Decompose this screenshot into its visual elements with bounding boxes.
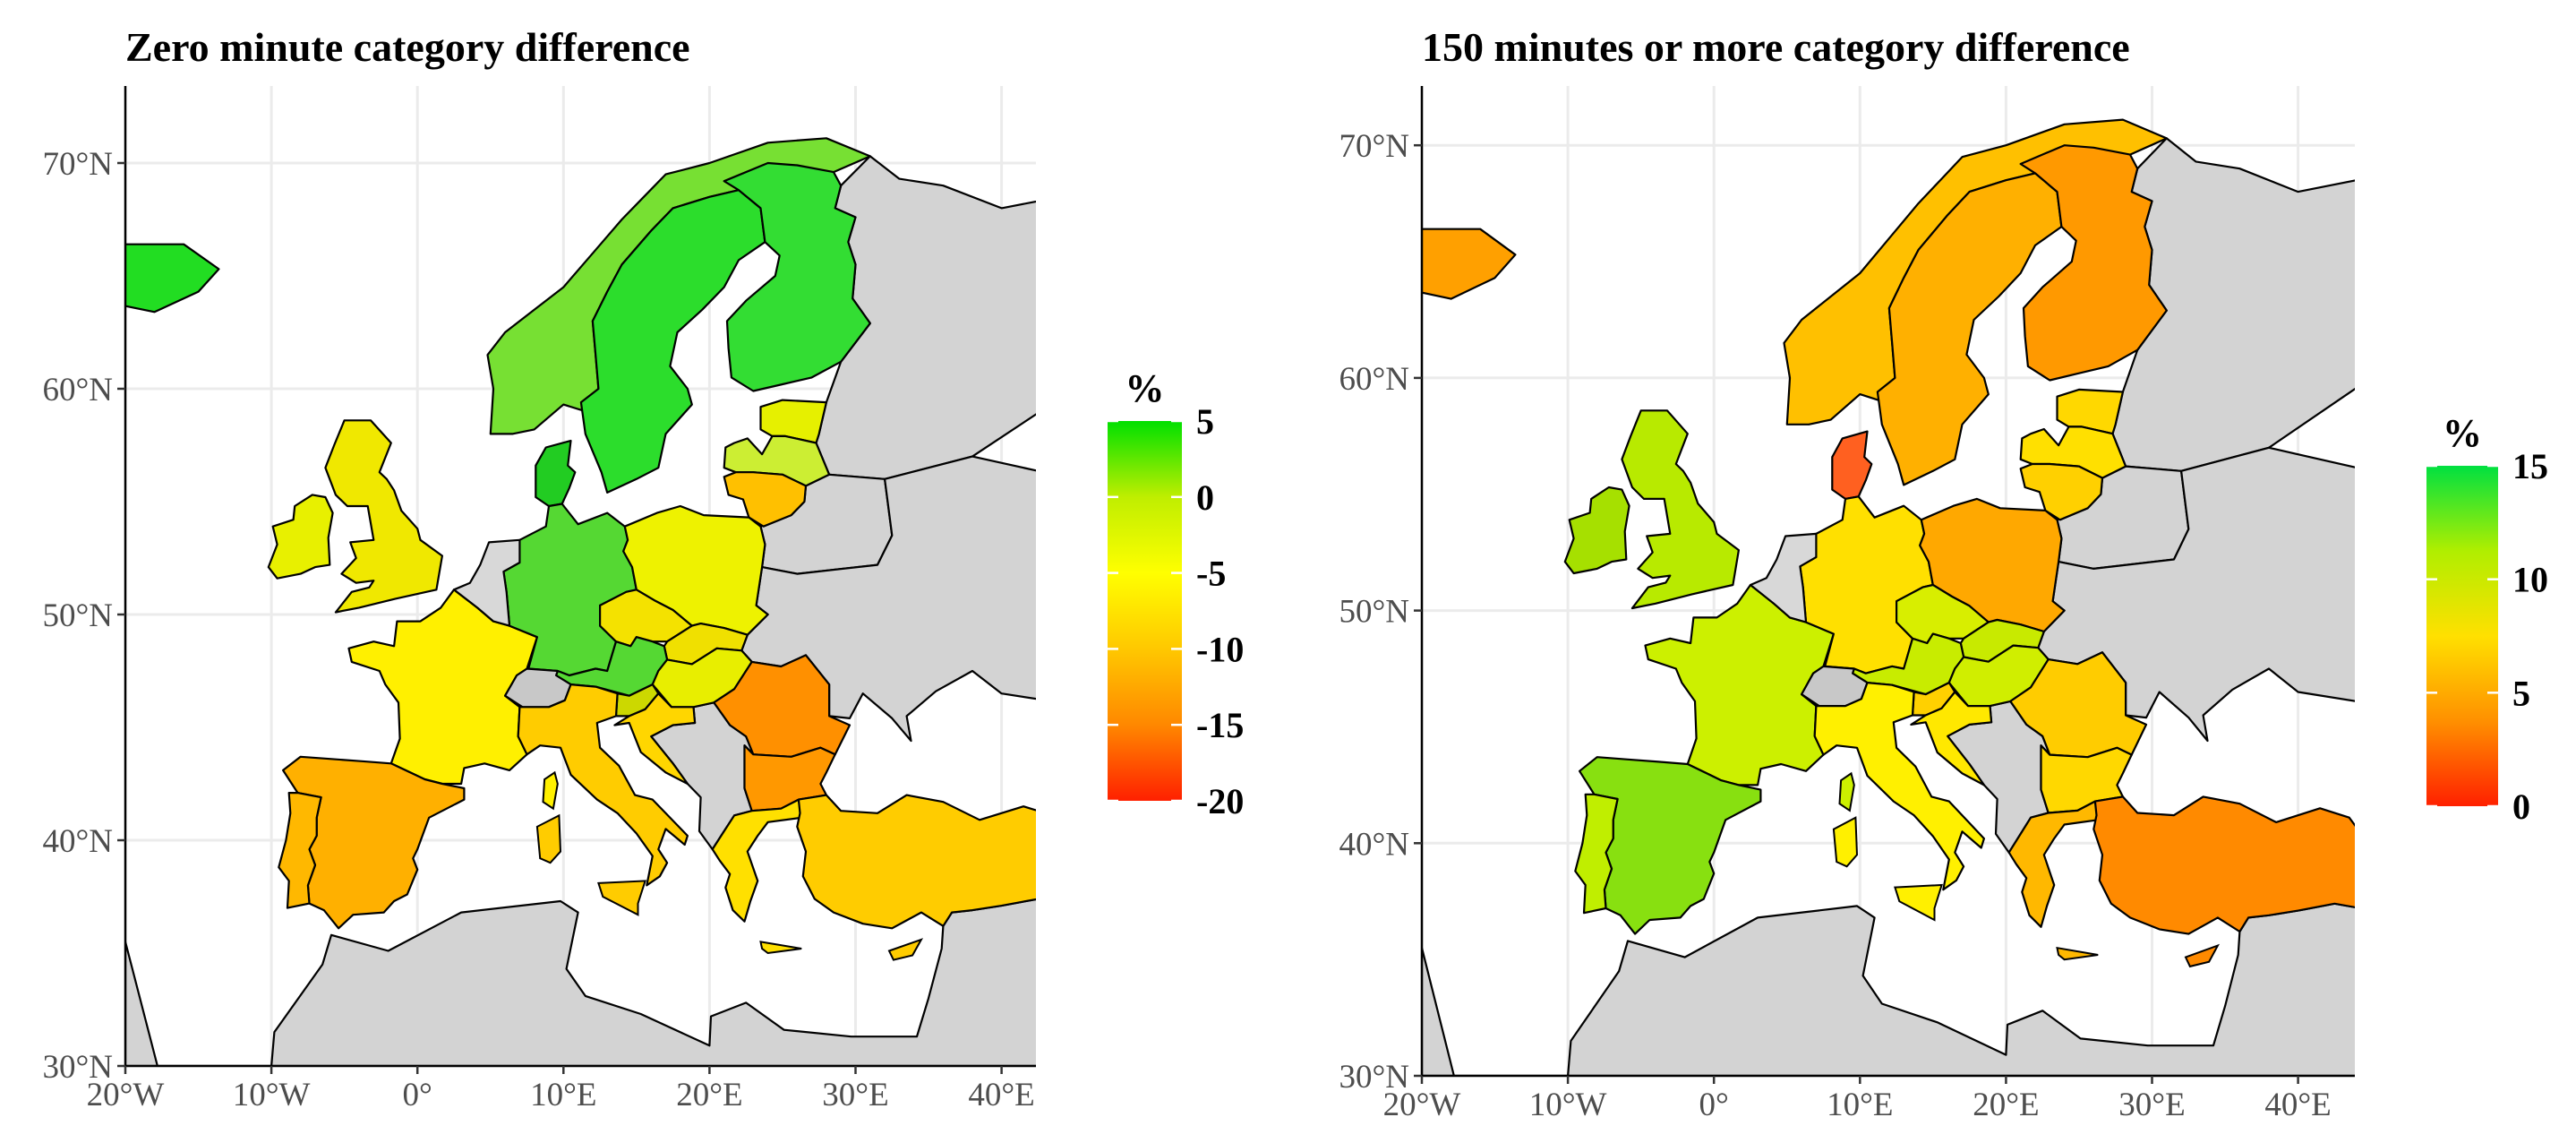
y-tick-label: 40°N: [42, 823, 113, 860]
x-tick-label: 10°W: [1529, 1087, 1607, 1123]
country-italy: [517, 683, 689, 887]
island-cyprus: [2184, 943, 2221, 968]
country-lithuania: [2019, 462, 2104, 521]
legend-tick-label: 5: [2512, 673, 2530, 713]
map-area: [1422, 86, 2355, 1076]
x-tick-label: 40°E: [2264, 1087, 2331, 1123]
legend-tick-label: 15: [2512, 446, 2548, 486]
legend-tick-label: -5: [1196, 554, 1226, 594]
country-iceland: [125, 243, 220, 314]
y-tick-label: 50°N: [42, 597, 113, 634]
map-panel-1: 20°W 10°W 0° 10°E 20°E 30°E 40°E 70°N 60°N 50°N 40…: [42, 86, 1244, 1113]
country-iceland: [1422, 228, 1517, 300]
island-sicily: [1894, 883, 1943, 922]
country-italy: [1813, 681, 1985, 891]
y-tick-label: 60°N: [1339, 361, 1409, 398]
x-tick-label: 0°: [403, 1077, 432, 1113]
island-crete: [759, 941, 802, 955]
country-turkey: [2092, 795, 2355, 935]
x-tick-label: 10°W: [233, 1077, 311, 1113]
map-area: [125, 86, 1036, 1066]
x-tick-label: 20°W: [87, 1077, 165, 1113]
country-turkey: [796, 794, 1036, 930]
legend-colorbar: [1108, 421, 1182, 801]
legend-tick-label: 10: [2512, 560, 2548, 600]
legend-tick-label: -20: [1196, 781, 1244, 821]
y-tick-label: 30°N: [1339, 1059, 1409, 1096]
country-benelux: [1749, 532, 1818, 623]
country-uk: [324, 419, 443, 614]
y-tick-label: 70°N: [1339, 128, 1409, 165]
country-sweden: [579, 189, 766, 494]
island-sardinia: [535, 813, 562, 864]
y-tick-label: 60°N: [42, 372, 113, 408]
y-tick-label: 30°N: [42, 1049, 113, 1086]
country-portugal: [278, 791, 322, 909]
country-croatia: [613, 692, 697, 786]
island-sicily: [597, 880, 646, 916]
left-map-title: Zero minute category difference: [125, 24, 690, 70]
country-greece: [2007, 800, 2100, 928]
x-tick-label: 40°E: [968, 1077, 1034, 1113]
country-benelux: [452, 538, 521, 627]
x-tick-label: 20°E: [1973, 1087, 2039, 1123]
legend-tick-label: 0: [2512, 786, 2530, 827]
y-tick-label: 70°N: [42, 146, 113, 183]
legend-tick-label: -15: [1196, 705, 1244, 745]
y-tick-label: 40°N: [1339, 826, 1409, 863]
right-map-title: 150 minutes or more category difference: [1422, 24, 2130, 70]
island-corsica: [1838, 771, 1855, 812]
country-greece: [711, 798, 803, 923]
legend-title: %: [1125, 366, 1165, 410]
country-finland: [2019, 144, 2168, 382]
legend-colorbar: [2426, 466, 2498, 806]
island-sardinia: [1832, 816, 1859, 868]
x-tick-label: 0°: [1699, 1087, 1729, 1123]
x-tick-label: 20°W: [1383, 1087, 1461, 1123]
legend-tick-label: -10: [1196, 629, 1244, 669]
x-tick-label: 20°E: [676, 1077, 742, 1113]
country-ireland: [1563, 486, 1630, 575]
island-crete: [2056, 946, 2099, 961]
island-corsica: [542, 770, 559, 811]
country-lithuania: [723, 471, 808, 528]
map-panel-2: 20°W 10°W 0° 10°E 20°E 30°E 40°E 70°N 60°N 50°N 40…: [1339, 86, 2548, 1123]
legend-tick-label: 0: [1196, 477, 1214, 518]
y-tick-label: 50°N: [1339, 594, 1409, 631]
country-uk: [1621, 409, 1741, 610]
island-cyprus: [887, 938, 924, 961]
country-ireland: [267, 494, 334, 580]
legend-title: %: [2443, 411, 2482, 455]
x-tick-label: 10°E: [530, 1077, 596, 1113]
country-finland: [723, 161, 871, 392]
x-tick-label: 30°E: [2118, 1087, 2185, 1123]
x-tick-label: 30°E: [822, 1077, 888, 1113]
legend-tick-label: 5: [1196, 401, 1214, 442]
country-sweden: [1876, 172, 2063, 486]
country-croatia: [1910, 691, 1993, 786]
x-tick-label: 10°E: [1827, 1087, 1893, 1123]
country-portugal: [1574, 793, 1619, 915]
